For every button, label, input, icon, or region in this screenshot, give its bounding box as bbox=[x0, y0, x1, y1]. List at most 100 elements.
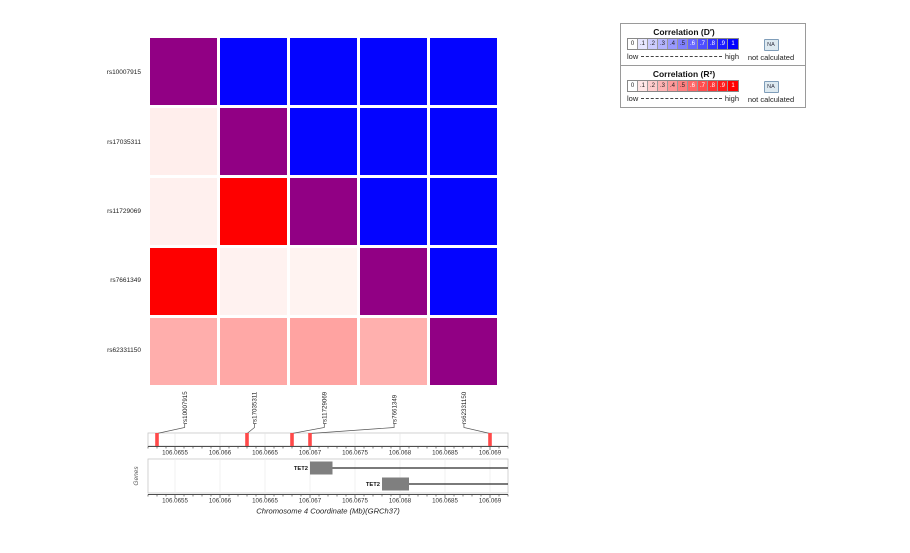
heatmap-cell-rs10007915-rs62331150[interactable] bbox=[429, 38, 497, 106]
legend-scale-cell-.4: .4 bbox=[668, 39, 678, 49]
legend-r2-scale: 0.1.2.3.4.5.6.7.8.9 1 bbox=[627, 79, 739, 92]
heatmap-cell-rs7661349-rs62331150[interactable] bbox=[429, 247, 497, 316]
legend-r2-panel: Correlation (R²) 0.1.2.3.4.5.6.7.8.9 1 lo… bbox=[620, 64, 806, 108]
x-axis-tick-label: 106.066 bbox=[209, 450, 232, 457]
legend-scale-cell-.6: .6 bbox=[688, 39, 698, 49]
snp-column-label-rs10007915: rs10007915 bbox=[182, 391, 189, 424]
legend-dprime-na-caption: not calculated bbox=[747, 53, 795, 62]
legend-scale-cell-.9: .9 bbox=[718, 39, 728, 49]
heatmap-cell-rs10007915-rs7661349[interactable] bbox=[359, 38, 428, 106]
legend-scale-cell-.9: .9 bbox=[718, 80, 728, 91]
gene-label-TET2: TET2 bbox=[294, 466, 308, 472]
heatmap-cell-rs17035311-rs11729069[interactable] bbox=[289, 107, 358, 176]
heatmap-cell-rs62331150-rs7661349[interactable] bbox=[359, 317, 428, 385]
legend-scale-cell-.4: .4 bbox=[668, 80, 678, 91]
x-axis-title: Chromosome 4 Coordinate (Mb)(GRCh37) bbox=[256, 507, 400, 516]
heatmap-row-label-rs7661349: rs7661349 bbox=[110, 277, 141, 285]
x-axis-tick-label: 106.067 bbox=[299, 498, 322, 505]
heatmap-cell-rs11729069-rs11729069[interactable] bbox=[289, 177, 358, 246]
heatmap-cell-rs11729069-rs62331150[interactable] bbox=[429, 177, 497, 246]
legend-scale-cell-.7: .7 bbox=[698, 80, 708, 91]
x-axis-tick-label: 106.0665 bbox=[252, 498, 278, 505]
x-axis-tick-label: 106.0665 bbox=[252, 450, 278, 457]
legend-r2-high-label: high bbox=[724, 93, 739, 103]
legend-scale-cell-.8: .8 bbox=[708, 39, 718, 49]
legend-scale-cell-.5: .5 bbox=[678, 39, 688, 49]
heatmap-row-label-rs17035311: rs17035311 bbox=[107, 138, 141, 146]
x-axis-tick-label: 106.069 bbox=[479, 450, 502, 457]
heatmap-row-label-rs62331150: rs62331150 bbox=[107, 346, 141, 354]
legend-scale-cell-.5: .5 bbox=[678, 80, 688, 91]
heatmap-cell-rs10007915-rs11729069[interactable] bbox=[289, 38, 358, 106]
heatmap-cell-rs17035311-rs62331150[interactable] bbox=[429, 107, 497, 176]
snp-position-marker-rs10007915 bbox=[155, 433, 159, 446]
legend-scale-cell-0: 0 bbox=[628, 80, 638, 91]
heatmap-cell-rs7661349-rs7661349[interactable] bbox=[359, 247, 428, 316]
heatmap-cell-rs17035311-rs7661349[interactable] bbox=[359, 107, 428, 176]
heatmap-cell-rs7661349-rs17035311[interactable] bbox=[219, 247, 288, 316]
x-axis-tick-label: 106.0655 bbox=[162, 450, 188, 457]
x-axis-tick-label: 106.0675 bbox=[342, 498, 368, 505]
snp-column-label-rs7661349: rs7661349 bbox=[391, 394, 398, 424]
snp-column-label-rs62331150: rs62331150 bbox=[461, 391, 468, 424]
x-axis-tick-label: 106.067 bbox=[299, 450, 322, 457]
gene-exon-box-TET2[interactable] bbox=[310, 461, 333, 475]
legend-r2-na-caption: not calculated bbox=[747, 94, 795, 104]
heatmap-cell-rs17035311-rs10007915[interactable] bbox=[150, 107, 218, 176]
legend-scale-cell-.3: .3 bbox=[658, 80, 668, 91]
legend-r2-low-label: low bbox=[627, 93, 639, 103]
genes-axis-label: Genes bbox=[133, 466, 140, 486]
heatmap-cell-rs62331150-rs11729069[interactable] bbox=[289, 317, 358, 385]
legend-dprime-title: Correlation (D′) bbox=[653, 27, 715, 37]
gene-exon-box-TET2[interactable] bbox=[382, 477, 409, 491]
legend-r2-title: Correlation (R²) bbox=[652, 68, 716, 79]
heatmap-cell-rs62331150-rs10007915[interactable] bbox=[150, 317, 218, 385]
snp-connector-rs17035311 bbox=[246, 424, 255, 434]
heatmap-row-labels: rs10007915 rs17035311 rs11729069 rs7661349 r… bbox=[40, 38, 146, 385]
position-and-gene-tracks: 106.0655 106.066 106.0665 106.067 106.0675 10… bbox=[133, 391, 509, 516]
heatmap-cell-rs11729069-rs10007915[interactable] bbox=[150, 177, 218, 246]
x-axis-tick-label: 106.066 bbox=[209, 498, 232, 505]
legend-scale-cell-1: 1 bbox=[728, 39, 738, 49]
legend-dprime-low-label: low bbox=[627, 52, 639, 61]
snp-position-marker-rs11729069 bbox=[290, 433, 294, 446]
legend-scale-cell-1: 1 bbox=[728, 80, 738, 91]
snp-position-marker-rs7661349 bbox=[308, 433, 312, 446]
x-axis-tick-label: 106.068 bbox=[389, 450, 412, 457]
legend-scale-cell-.2: .2 bbox=[648, 80, 658, 91]
heatmap-cell-rs10007915-rs10007915[interactable] bbox=[150, 38, 218, 106]
legend-scale-cell-.2: .2 bbox=[648, 39, 658, 49]
heatmap-cell-rs7661349-rs11729069[interactable] bbox=[289, 247, 358, 316]
x-axis-tick-label: 106.068 bbox=[389, 498, 412, 505]
heatmap-cell-rs62331150-rs17035311[interactable] bbox=[219, 317, 288, 385]
legend-scale-cell-0: 0 bbox=[628, 39, 638, 49]
snp-position-ruler bbox=[147, 432, 509, 447]
heatmap-cell-rs62331150-rs62331150[interactable] bbox=[429, 317, 497, 385]
snp-connector-rs7661349 bbox=[309, 424, 395, 434]
legend-scale-cell-.3: .3 bbox=[658, 39, 668, 49]
x-axis-tick-label: 106.0655 bbox=[162, 498, 188, 505]
legend-scale-cell-.1: .1 bbox=[638, 80, 648, 91]
heatmap-cell-rs11729069-rs17035311[interactable] bbox=[219, 177, 288, 246]
legend-scale-cell-.7: .7 bbox=[698, 39, 708, 49]
heatmap-row-label-rs11729069: rs11729069 bbox=[107, 208, 141, 216]
legend-scale-cell-.6: .6 bbox=[688, 80, 698, 91]
x-axis-tick-label: 106.0685 bbox=[432, 450, 458, 457]
legend-r2-dash-line bbox=[641, 97, 722, 99]
snp-connector-rs10007915 bbox=[156, 424, 186, 434]
x-axis-tick-label: 106.0685 bbox=[432, 498, 458, 505]
heatmap-cell-rs7661349-rs10007915[interactable] bbox=[150, 247, 218, 316]
snp-connector-rs62331150 bbox=[463, 424, 491, 434]
legend-scale-cell-.1: .1 bbox=[638, 39, 648, 49]
legend-dprime-na-swatch: NA bbox=[763, 39, 779, 51]
heatmap-cell-rs17035311-rs17035311[interactable] bbox=[219, 107, 288, 176]
gene-label-TET2: TET2 bbox=[366, 482, 380, 488]
snp-position-marker-rs62331150 bbox=[488, 433, 492, 446]
heatmap-cell-rs11729069-rs7661349[interactable] bbox=[359, 177, 428, 246]
heatmap-cell-rs10007915-rs17035311[interactable] bbox=[219, 38, 288, 106]
legend-r2-na-swatch: NA bbox=[763, 80, 779, 93]
snp-position-marker-rs17035311 bbox=[245, 433, 249, 446]
legend-scale-cell-.8: .8 bbox=[708, 80, 718, 91]
snp-column-label-rs11729069: rs11729069 bbox=[322, 391, 329, 424]
